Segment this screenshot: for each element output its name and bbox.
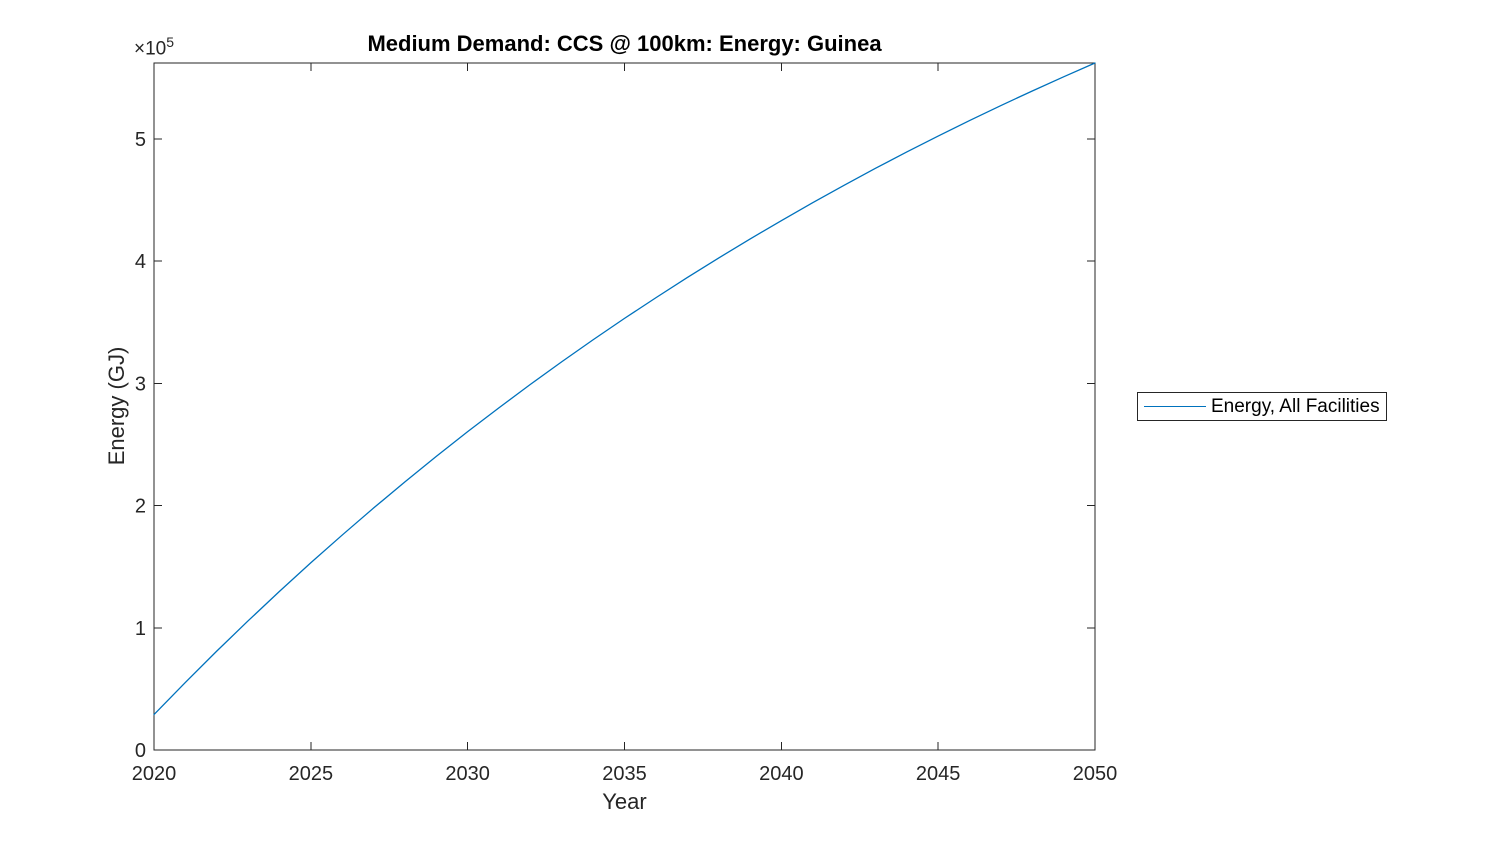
y-ticks xyxy=(154,138,1095,751)
x-tick-label-2030: 2030 xyxy=(445,763,490,785)
x-tick-label-2045: 2045 xyxy=(916,763,961,785)
y-tick-label-0: 0 xyxy=(135,740,146,762)
x-ticks xyxy=(153,63,1096,750)
x-tick-label-2040: 2040 xyxy=(759,763,804,785)
x-tick-label-2025: 2025 xyxy=(289,763,334,785)
energy-line-series-0 xyxy=(153,62,1096,716)
plot-border xyxy=(153,62,1096,751)
x-tick-label-2020: 2020 xyxy=(132,763,177,785)
y-axis-multiplier: ×105 xyxy=(134,34,174,60)
legend-line-sample xyxy=(1144,406,1206,407)
data-series xyxy=(153,62,1096,716)
axes-box xyxy=(153,62,1096,751)
y-axis-multiplier-base: ×10 xyxy=(134,38,167,60)
x-axis-label: Year xyxy=(602,789,647,814)
y-axis-label: Energy (GJ) xyxy=(104,346,129,466)
legend-item-label: Energy, All Facilities xyxy=(1211,395,1380,417)
y-tick-label-5: 5 xyxy=(135,129,146,151)
x-tick-label-2050: 2050 xyxy=(1073,763,1118,785)
y-tick-label-4: 4 xyxy=(135,251,146,273)
chart-title: Medium Demand: CCS @ 100km: Energy: Guin… xyxy=(367,31,882,56)
legend-box: Energy, All Facilities xyxy=(1137,392,1387,421)
y-tick-labels: 0 1 2 3 4 5 xyxy=(135,129,146,762)
y-axis-multiplier-exponent: 5 xyxy=(166,34,175,50)
x-tick-labels: 2020 2025 2030 2035 2040 2045 2050 xyxy=(132,763,1118,785)
y-tick-label-2: 2 xyxy=(135,496,146,518)
x-tick-label-2035: 2035 xyxy=(602,763,647,785)
y-tick-label-1: 1 xyxy=(135,618,146,640)
y-tick-label-3: 3 xyxy=(135,373,146,395)
